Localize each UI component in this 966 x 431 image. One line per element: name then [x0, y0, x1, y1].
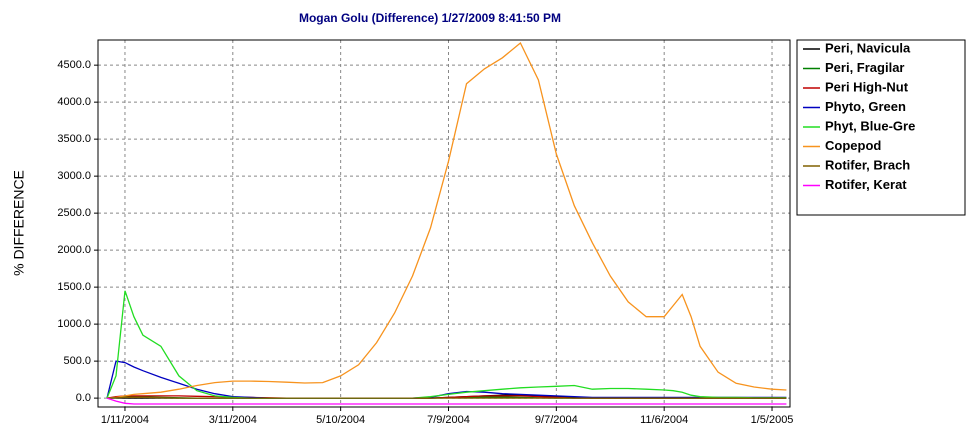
y-tick-label: 3500.0: [57, 133, 91, 145]
legend-label: Copepod: [825, 138, 881, 153]
series-line: [106, 396, 787, 399]
legend-label: Rotifer, Brach: [825, 157, 910, 172]
x-tick-label: 1/11/2004: [101, 414, 149, 426]
plot-frame: [97, 39, 791, 408]
y-tick-label: 4000.0: [57, 96, 91, 108]
series-line: [106, 360, 787, 399]
legend-label: Peri, Fragilar: [825, 60, 904, 75]
legend-label: Phyt, Blue-Gre: [825, 118, 915, 133]
y-tick-label: 3000.0: [57, 170, 91, 182]
chart-title: Mogan Golu (Difference) 1/27/2009 8:41:5…: [299, 11, 561, 25]
legend-label: Phyto, Green: [825, 99, 906, 114]
legend-box: [796, 39, 966, 216]
series-line: [106, 397, 787, 405]
x-tick-label: 5/10/2004: [316, 414, 365, 426]
legend-label: Peri, Navicula: [825, 40, 911, 55]
y-tick-label: 1000.0: [57, 318, 91, 330]
series-line: [106, 290, 787, 399]
legend-label: Peri High-Nut: [825, 79, 909, 94]
y-tick-label: 0.0: [76, 392, 91, 404]
y-axis-label: % DIFFERENCE: [11, 170, 27, 276]
series-line: [106, 41, 787, 399]
y-tick-label: 1500.0: [57, 281, 91, 293]
x-tick-label: 1/5/2005: [751, 414, 794, 426]
x-tick-label: 7/9/2004: [427, 414, 470, 426]
y-tick-label: 2000.0: [57, 244, 91, 256]
y-tick-label: 500.0: [63, 355, 91, 367]
y-tick-label: 4500.0: [57, 59, 91, 71]
x-tick-label: 11/6/2004: [640, 414, 688, 426]
legend-label: Rotifer, Kerat: [825, 177, 907, 192]
x-tick-label: 3/11/2004: [209, 414, 257, 426]
x-tick-label: 9/7/2004: [535, 414, 578, 426]
y-tick-label: 2500.0: [57, 207, 91, 219]
